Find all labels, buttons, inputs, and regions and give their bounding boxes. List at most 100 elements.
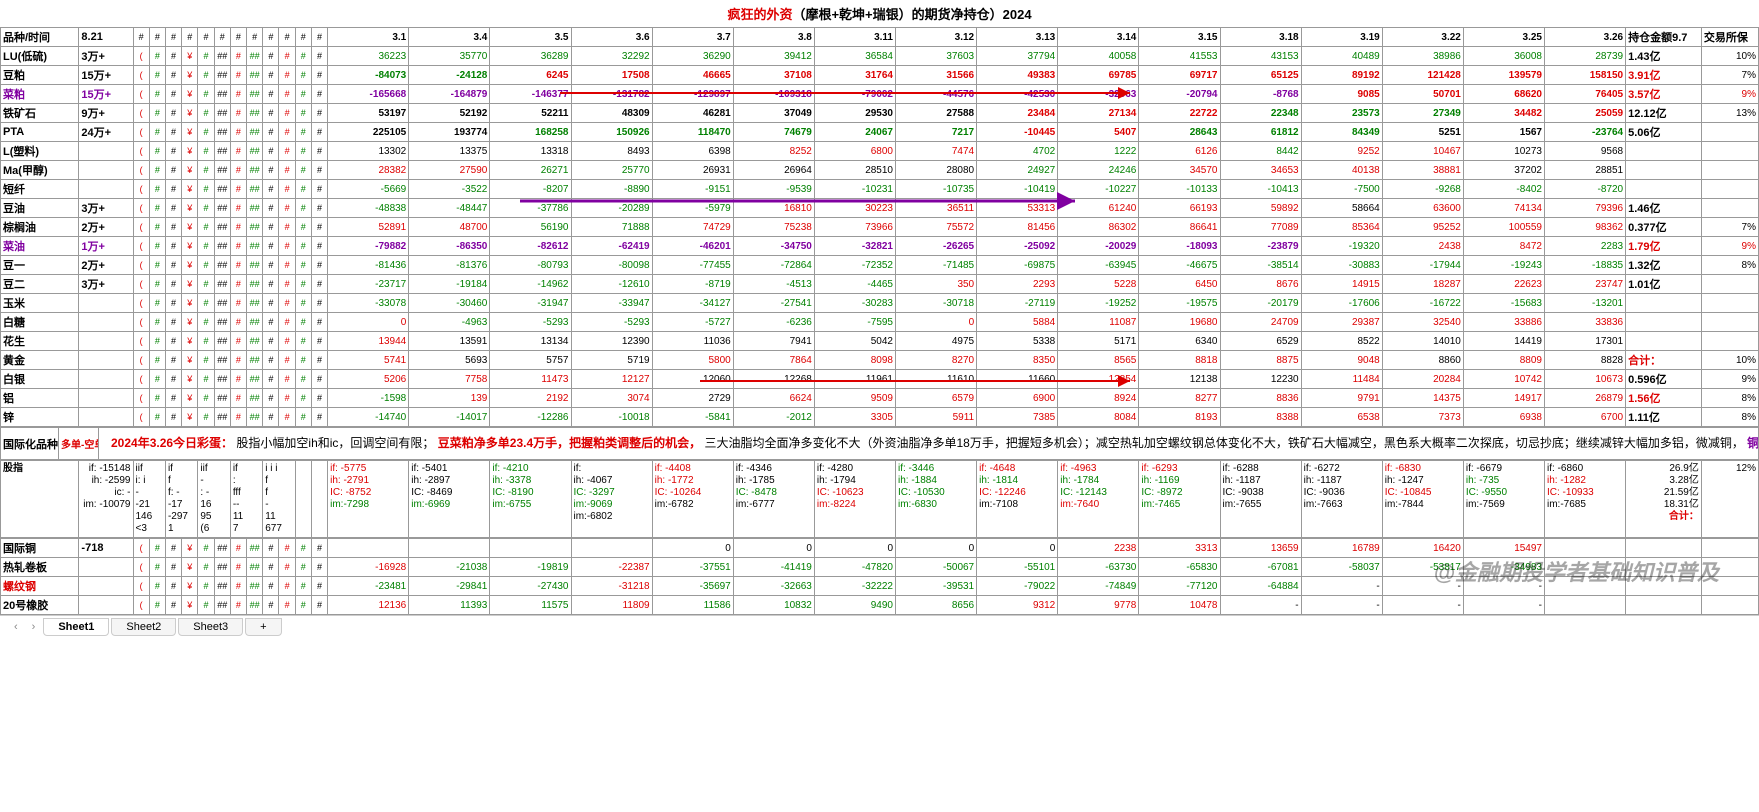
data-cell[interactable]: 7474: [896, 142, 977, 161]
data-cell[interactable]: -16722: [1382, 294, 1463, 313]
data-cell[interactable]: 11087: [1058, 313, 1139, 332]
data-cell[interactable]: 43153: [1220, 47, 1301, 66]
tab-prev-icon[interactable]: ‹: [8, 621, 24, 633]
data-cell[interactable]: 8818: [1139, 351, 1220, 370]
data-cell[interactable]: 10742: [1463, 370, 1544, 389]
data-cell[interactable]: -12610: [571, 275, 652, 294]
data-cell[interactable]: 27588: [896, 104, 977, 123]
data-cell[interactable]: 39412: [733, 47, 814, 66]
data-cell[interactable]: 6126: [1139, 142, 1220, 161]
stock-data[interactable]: if: -6293 ih: -1169 IC: -8972 im:-7465: [1139, 461, 1220, 538]
data-cell[interactable]: 7941: [733, 332, 814, 351]
data-cell[interactable]: -8720: [1545, 180, 1626, 199]
data-cell[interactable]: 12127: [571, 370, 652, 389]
data-cell[interactable]: -109318: [733, 85, 814, 104]
data-cell[interactable]: 2293: [977, 275, 1058, 294]
data-cell[interactable]: -8207: [490, 180, 571, 199]
data-cell[interactable]: 53197: [328, 104, 409, 123]
data-cell[interactable]: -10227: [1058, 180, 1139, 199]
stock-data[interactable]: if: -5775 ih: -2791 IC: -8752 im:-7298: [328, 461, 409, 538]
data-cell[interactable]: 5251: [1382, 123, 1463, 142]
data-cell[interactable]: -50067: [896, 558, 977, 577]
data-cell[interactable]: 37108: [733, 66, 814, 85]
data-cell[interactable]: -48838: [328, 199, 409, 218]
data-cell[interactable]: -37786: [490, 199, 571, 218]
stock-data[interactable]: if: -5401 ih: -2897 IC: -8469 im:-6969: [409, 461, 490, 538]
data-cell[interactable]: 28510: [814, 161, 895, 180]
data-cell[interactable]: -81376: [409, 256, 490, 275]
data-cell[interactable]: -67081: [1220, 558, 1301, 577]
data-cell[interactable]: 0: [652, 539, 733, 558]
data-cell[interactable]: -23481: [328, 577, 409, 596]
data-cell[interactable]: 11961: [814, 370, 895, 389]
data-cell[interactable]: -18093: [1139, 237, 1220, 256]
data-cell[interactable]: -17606: [1301, 294, 1382, 313]
data-cell[interactable]: 8875: [1220, 351, 1301, 370]
stock-data[interactable]: if: -4648 ih: -1814 IC: -12246 im:-7108: [977, 461, 1058, 538]
data-cell[interactable]: -23764: [1545, 123, 1626, 142]
data-cell[interactable]: -48447: [409, 199, 490, 218]
data-cell[interactable]: -35697: [652, 577, 733, 596]
data-cell[interactable]: -74849: [1058, 577, 1139, 596]
data-cell[interactable]: 28382: [328, 161, 409, 180]
data-cell[interactable]: -32821: [814, 237, 895, 256]
data-cell[interactable]: -20289: [571, 199, 652, 218]
data-cell[interactable]: 5693: [409, 351, 490, 370]
tab-add[interactable]: +: [245, 618, 281, 636]
data-cell[interactable]: 0: [814, 539, 895, 558]
data-cell[interactable]: 13591: [409, 332, 490, 351]
data-cell[interactable]: 6450: [1139, 275, 1220, 294]
data-cell[interactable]: 36008: [1463, 47, 1544, 66]
data-cell[interactable]: 61812: [1220, 123, 1301, 142]
data-cell[interactable]: 14010: [1382, 332, 1463, 351]
data-cell[interactable]: -58037: [1301, 558, 1382, 577]
data-cell[interactable]: -12286: [490, 408, 571, 427]
data-cell[interactable]: -30460: [409, 294, 490, 313]
data-cell[interactable]: 12390: [571, 332, 652, 351]
data-cell[interactable]: -5841: [652, 408, 733, 427]
data-cell[interactable]: 34653: [1220, 161, 1301, 180]
stock-data[interactable]: if: -6288 ih: -1187 IC: -9038 im:-7655: [1220, 461, 1301, 538]
data-cell[interactable]: -32063: [1058, 85, 1139, 104]
data-cell[interactable]: -10445: [977, 123, 1058, 142]
stock-data[interactable]: if: -6272 ih: -1187 IC: -9036 im:-7663: [1301, 461, 1382, 538]
data-cell[interactable]: -19819: [490, 558, 571, 577]
data-cell[interactable]: 40489: [1301, 47, 1382, 66]
data-cell[interactable]: 81456: [977, 218, 1058, 237]
data-cell[interactable]: 6624: [733, 389, 814, 408]
data-cell[interactable]: 69717: [1139, 66, 1220, 85]
data-cell[interactable]: 68620: [1463, 85, 1544, 104]
stock-data[interactable]: if: -6679 ih: -735 IC: -9550 im:-7569: [1463, 461, 1544, 538]
data-cell[interactable]: 6398: [652, 142, 733, 161]
data-cell[interactable]: 7864: [733, 351, 814, 370]
data-cell[interactable]: 36289: [490, 47, 571, 66]
data-cell[interactable]: 13318: [490, 142, 571, 161]
data-cell[interactable]: -17944: [1382, 256, 1463, 275]
data-cell[interactable]: -4963: [409, 313, 490, 332]
data-cell[interactable]: 50701: [1382, 85, 1463, 104]
data-cell[interactable]: 8193: [1139, 408, 1220, 427]
data-cell[interactable]: -19320: [1301, 237, 1382, 256]
data-cell[interactable]: 56190: [490, 218, 571, 237]
data-cell[interactable]: 9048: [1301, 351, 1382, 370]
data-cell[interactable]: 37049: [733, 104, 814, 123]
stock-data[interactable]: if: -6830 ih: -1247 IC: -10845 im:-7844: [1382, 461, 1463, 538]
data-cell[interactable]: -80098: [571, 256, 652, 275]
data-cell[interactable]: -10231: [814, 180, 895, 199]
data-cell[interactable]: 9778: [1058, 596, 1139, 615]
data-cell[interactable]: -25092: [977, 237, 1058, 256]
data-cell[interactable]: 32292: [571, 47, 652, 66]
data-cell[interactable]: -13201: [1545, 294, 1626, 313]
data-cell[interactable]: -79002: [814, 85, 895, 104]
data-cell[interactable]: -46201: [652, 237, 733, 256]
data-cell[interactable]: 26964: [733, 161, 814, 180]
data-cell[interactable]: 77089: [1220, 218, 1301, 237]
data-cell[interactable]: 27590: [409, 161, 490, 180]
data-cell[interactable]: 168258: [490, 123, 571, 142]
data-cell[interactable]: -63730: [1058, 558, 1139, 577]
data-cell[interactable]: 32540: [1382, 313, 1463, 332]
data-cell[interactable]: 86302: [1058, 218, 1139, 237]
data-cell[interactable]: 6700: [1545, 408, 1626, 427]
data-cell[interactable]: 5741: [328, 351, 409, 370]
data-cell[interactable]: -18835: [1545, 256, 1626, 275]
